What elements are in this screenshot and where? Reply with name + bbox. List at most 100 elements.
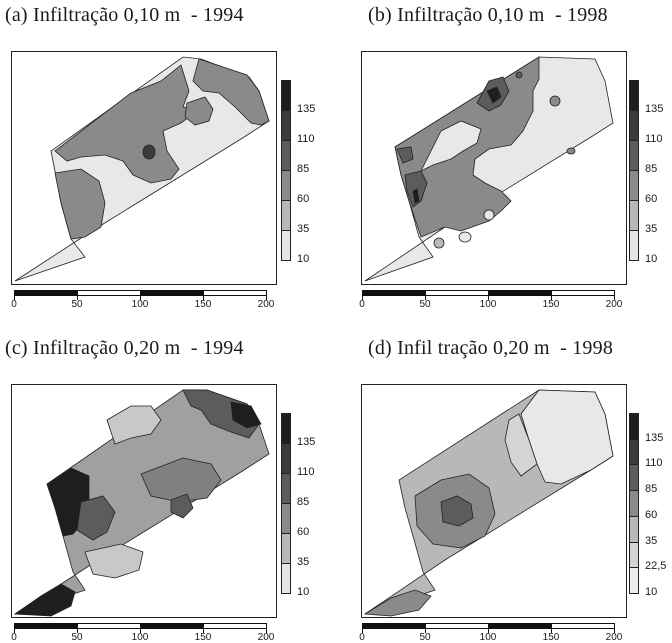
legend-swatch: [281, 230, 291, 261]
legend-swatch: [629, 230, 639, 261]
scale-tick: [551, 629, 552, 633]
scale-segment: [140, 290, 204, 296]
legend-label: 85: [297, 163, 310, 175]
legend-swatch: [629, 567, 639, 594]
legend-label: 135: [297, 103, 316, 115]
legend-label: 10: [645, 253, 658, 265]
legend-label: 110: [297, 133, 315, 145]
legend-swatch: [281, 413, 291, 444]
scale-label: 0: [359, 299, 365, 310]
scale-tick: [266, 296, 267, 300]
panel-a-map: [11, 51, 277, 285]
legend-swatch: [629, 541, 639, 569]
legend-swatch: [629, 490, 639, 517]
legend-label: 85: [297, 496, 310, 508]
scale-label: 200: [605, 299, 623, 310]
legend-label: 135: [645, 103, 664, 115]
legend-label: 35: [297, 223, 310, 235]
scale-segment: [425, 623, 489, 629]
scale-tick: [614, 629, 615, 633]
scale-label: 200: [257, 299, 275, 310]
legend-swatch: [281, 443, 291, 474]
scale-segment: [551, 623, 615, 629]
scale-segment: [488, 290, 552, 296]
scale-label: 150: [194, 632, 212, 643]
legend-label: 60: [297, 526, 310, 538]
scale-label: 0: [11, 299, 17, 310]
legend-swatch: [281, 563, 291, 594]
legend-label: 110: [645, 457, 663, 470]
scale-tick: [77, 629, 78, 633]
scale-segment: [551, 290, 615, 296]
legend-label: 85: [645, 483, 658, 496]
panel-d-title: (d) Infil tração 0,20 m - 1998: [368, 337, 614, 359]
legend-swatch: [629, 413, 639, 440]
scale-tick: [266, 629, 267, 633]
legend-label: 10: [297, 253, 310, 265]
scale-label: 50: [71, 299, 83, 310]
legend-swatch: [281, 503, 291, 534]
legend-swatch: [281, 200, 291, 231]
panel-d-map: [361, 384, 627, 618]
legend-swatch: [629, 140, 639, 171]
legend-swatch: [629, 170, 639, 201]
scale-label: 100: [131, 299, 149, 310]
scale-segment: [362, 623, 426, 629]
legend-swatch: [281, 170, 291, 201]
scale-label: 50: [419, 632, 431, 643]
scale-tick: [425, 629, 426, 633]
scale-segment: [14, 290, 78, 296]
scale-segment: [14, 623, 78, 629]
legend-label: 35: [297, 556, 310, 568]
scale-label: 50: [419, 299, 431, 310]
scale-label: 150: [194, 299, 212, 310]
legend-swatch: [629, 80, 639, 111]
legend-swatch: [281, 533, 291, 564]
panel-b-title: (b) Infiltração 0,10 m - 1998: [368, 4, 608, 26]
scale-label: 50: [71, 632, 83, 643]
scale-label: 200: [257, 632, 275, 643]
scale-tick: [362, 629, 363, 633]
legend-swatch: [629, 464, 639, 492]
legend-label: 85: [645, 163, 658, 175]
legend-label: 10: [297, 586, 310, 598]
scale-tick: [14, 629, 15, 633]
legend-label: 135: [297, 436, 316, 448]
scale-segment: [362, 290, 426, 296]
scale-label: 0: [359, 632, 365, 643]
scale-tick: [203, 629, 204, 633]
scale-label: 200: [605, 632, 623, 643]
scale-segment: [203, 290, 267, 296]
legend-label: 60: [645, 193, 658, 205]
panel-b-map: [361, 51, 627, 285]
scale-label: 150: [542, 299, 560, 310]
scale-tick: [203, 296, 204, 300]
scale-tick: [551, 296, 552, 300]
scale-label: 100: [131, 632, 149, 643]
scale-tick: [614, 296, 615, 300]
legend-label: 110: [645, 133, 663, 145]
scale-segment: [203, 623, 267, 629]
scale-segment: [425, 290, 489, 296]
legend-swatch: [281, 80, 291, 111]
scale-tick: [488, 296, 489, 300]
scale-segment: [488, 623, 552, 629]
scale-tick: [140, 296, 141, 300]
legend-swatch: [281, 110, 291, 141]
panel-c-title: (c) Infiltração 0,20 m - 1994: [5, 337, 244, 359]
scale-label: 100: [479, 299, 497, 310]
legend-label: 35: [645, 223, 658, 235]
legend-swatch: [281, 140, 291, 171]
legend-label: 10: [645, 586, 658, 598]
scale-tick: [14, 296, 15, 300]
scale-tick: [77, 296, 78, 300]
scale-tick: [425, 296, 426, 300]
legend-label: 22,5: [645, 560, 667, 573]
legend-swatch: [629, 438, 639, 466]
scale-tick: [488, 629, 489, 633]
scale-label: 100: [479, 632, 497, 643]
scale-label: 0: [11, 632, 17, 643]
legend-label: 135: [645, 431, 664, 444]
legend-label: 110: [297, 466, 315, 478]
scale-segment: [77, 290, 141, 296]
